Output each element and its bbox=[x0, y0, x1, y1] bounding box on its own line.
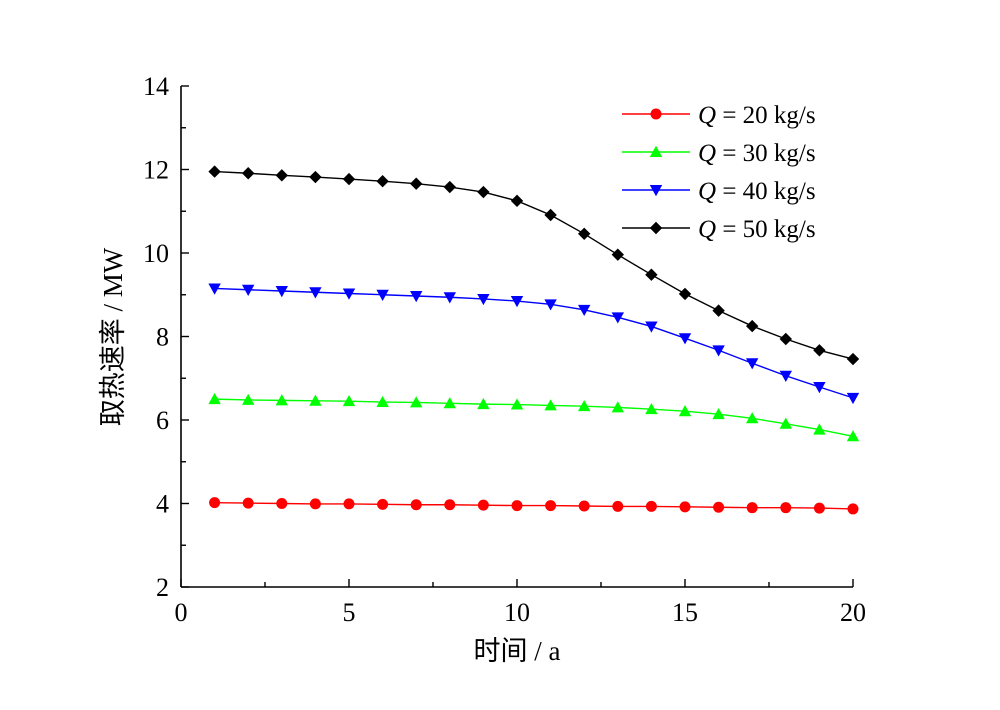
data-point bbox=[410, 177, 422, 189]
data-point bbox=[444, 181, 456, 193]
y-tick-label: 14 bbox=[143, 72, 169, 101]
data-point bbox=[309, 171, 321, 183]
series-1 bbox=[209, 497, 858, 514]
x-tick-label: 0 bbox=[175, 598, 188, 627]
x-tick-label: 5 bbox=[343, 598, 356, 627]
y-tick-label: 4 bbox=[156, 490, 169, 519]
x-tick-label: 15 bbox=[672, 598, 698, 627]
data-point bbox=[411, 499, 422, 510]
series-line bbox=[215, 288, 853, 397]
series-2 bbox=[208, 393, 859, 441]
data-point bbox=[712, 345, 724, 356]
data-point bbox=[746, 320, 758, 332]
data-point bbox=[746, 358, 758, 369]
data-point bbox=[310, 498, 321, 509]
data-point bbox=[780, 502, 791, 513]
x-axis-title: 时间 / a bbox=[474, 636, 561, 666]
data-point bbox=[712, 304, 724, 316]
data-point bbox=[813, 344, 825, 356]
y-tick-label: 6 bbox=[156, 406, 169, 435]
legend-entry: Q = 30 kg/s bbox=[622, 140, 816, 167]
legend-label: Q = 30 kg/s bbox=[698, 140, 816, 167]
data-point bbox=[343, 173, 355, 185]
data-point bbox=[579, 501, 590, 512]
data-point bbox=[645, 269, 657, 281]
data-point bbox=[544, 209, 556, 221]
legend-label: Q = 40 kg/s bbox=[698, 178, 816, 205]
legend-label: Q = 50 kg/s bbox=[698, 216, 816, 243]
data-point bbox=[478, 500, 489, 511]
y-tick-label: 12 bbox=[143, 156, 169, 185]
data-point bbox=[545, 500, 556, 511]
data-point bbox=[209, 497, 220, 508]
legend-marker bbox=[650, 222, 662, 234]
data-point bbox=[243, 498, 254, 509]
data-point bbox=[208, 165, 220, 177]
data-point bbox=[847, 393, 859, 404]
y-tick-label: 10 bbox=[143, 239, 169, 268]
data-point bbox=[578, 228, 590, 240]
x-tick-label: 20 bbox=[840, 598, 866, 627]
data-point bbox=[646, 501, 657, 512]
y-tick-label: 8 bbox=[156, 323, 169, 352]
data-point bbox=[747, 502, 758, 513]
data-point bbox=[377, 499, 388, 510]
data-point bbox=[477, 186, 489, 198]
legend-entry: Q = 50 kg/s bbox=[622, 216, 816, 243]
data-point bbox=[242, 167, 254, 179]
data-point bbox=[612, 501, 623, 512]
data-point bbox=[512, 500, 523, 511]
x-tick-label: 10 bbox=[504, 598, 530, 627]
data-point bbox=[680, 501, 691, 512]
data-point bbox=[847, 353, 859, 365]
data-point bbox=[713, 502, 724, 513]
data-point bbox=[780, 333, 792, 345]
data-point bbox=[344, 498, 355, 509]
legend-entry: Q = 40 kg/s bbox=[622, 178, 816, 205]
data-point bbox=[511, 195, 523, 207]
data-point bbox=[612, 248, 624, 260]
series-3 bbox=[208, 284, 859, 405]
y-tick-label: 2 bbox=[156, 573, 169, 602]
legend-label: Q = 20 kg/s bbox=[698, 102, 816, 129]
data-point bbox=[679, 333, 691, 344]
y-axis-title: 取热速率 / MW bbox=[98, 247, 128, 426]
data-point bbox=[276, 169, 288, 181]
data-point bbox=[679, 288, 691, 300]
data-point bbox=[780, 371, 792, 382]
data-point bbox=[813, 382, 825, 393]
data-point bbox=[848, 503, 859, 514]
legend-marker bbox=[651, 109, 662, 120]
data-point bbox=[276, 498, 287, 509]
legend-entry: Q = 20 kg/s bbox=[622, 102, 816, 129]
data-point bbox=[645, 322, 657, 333]
data-point bbox=[814, 503, 825, 514]
data-point bbox=[444, 499, 455, 510]
data-point bbox=[208, 393, 220, 404]
data-point bbox=[376, 175, 388, 187]
line-chart: 2 4 6 8 10 12 14 0 5 10 15 20 时间 / a 取热速率 / MW Q = … bbox=[0, 0, 1000, 710]
legend: Q = 20 kg/s Q = 30 kg/s Q = 40 kg/s Q = 50 … bbox=[622, 102, 816, 243]
